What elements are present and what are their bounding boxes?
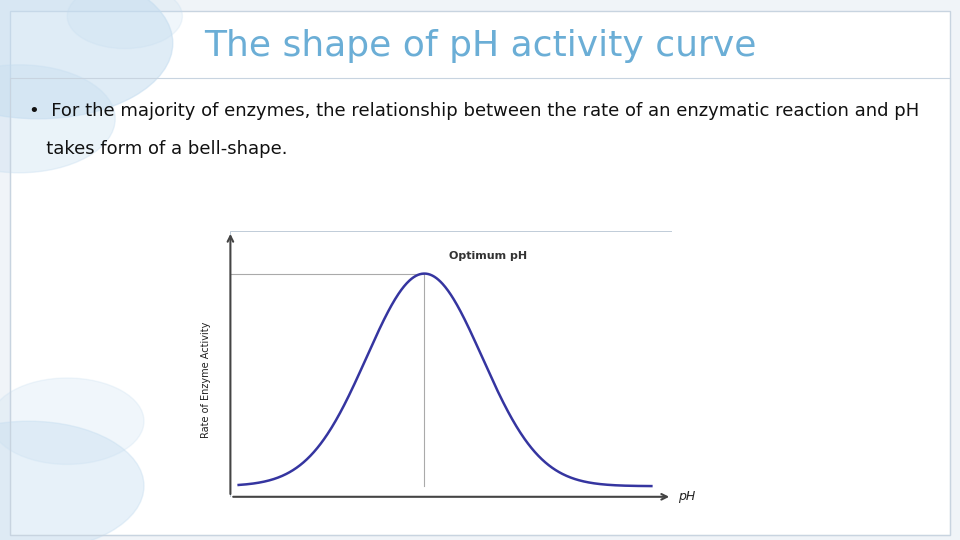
Text: Rate of Enzyme Activity: Rate of Enzyme Activity	[201, 322, 210, 438]
Text: •  For the majority of enzymes, the relationship between the rate of an enzymati: • For the majority of enzymes, the relat…	[29, 102, 919, 120]
Text: Optimum pH: Optimum pH	[449, 251, 527, 261]
Circle shape	[0, 0, 173, 119]
Text: pH: pH	[678, 490, 695, 503]
Circle shape	[0, 378, 144, 464]
Circle shape	[67, 0, 182, 49]
Text: takes form of a bell-shape.: takes form of a bell-shape.	[29, 139, 287, 158]
FancyBboxPatch shape	[10, 11, 950, 535]
Circle shape	[0, 421, 144, 540]
Text: The shape of pH activity curve: The shape of pH activity curve	[204, 29, 756, 63]
Circle shape	[0, 65, 115, 173]
